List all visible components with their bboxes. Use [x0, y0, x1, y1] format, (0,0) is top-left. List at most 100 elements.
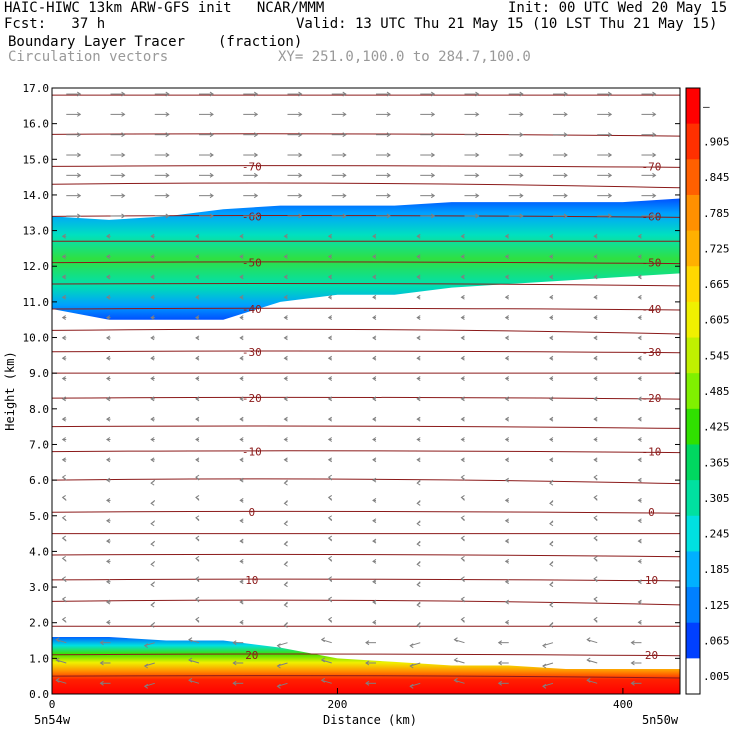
- circulation-vector-head: [504, 254, 510, 260]
- circulation-vector-head: [504, 599, 510, 605]
- circulation-vector-head: [372, 335, 377, 341]
- circulation-vector-head: [386, 111, 391, 117]
- colorbar-swatch: [686, 88, 700, 125]
- circulation-vector-head: [549, 457, 554, 463]
- circulation-vector-head: [593, 274, 598, 280]
- circulation-vector-head: [276, 683, 281, 689]
- minor-isotherm-line: [52, 553, 680, 558]
- circulation-vector-head: [298, 193, 303, 199]
- circulation-vector-head: [504, 274, 510, 280]
- circulation-vector-head: [593, 596, 598, 602]
- y-tick-label: 5.0: [29, 510, 49, 523]
- circulation-vector-head: [549, 521, 554, 527]
- colorbar-swatch: [686, 444, 700, 481]
- circulation-vector-head: [637, 355, 642, 361]
- circulation-vector-head: [283, 376, 288, 381]
- circulation-vector-head: [106, 416, 111, 422]
- circulation-vector: [454, 659, 465, 664]
- circulation-vector-head: [61, 335, 66, 341]
- circulation-vector-head: [637, 274, 642, 280]
- colorbar-label: .365: [703, 456, 730, 469]
- field-name: Boundary Layer Tracer: [8, 34, 186, 50]
- y-tick-label: 13.0: [23, 225, 50, 238]
- circulation-vector-head: [519, 193, 524, 199]
- circulation-vector-head: [372, 376, 377, 381]
- circulation-vector-head: [327, 396, 333, 402]
- circulation-vector-head: [607, 193, 613, 199]
- circulation-vector-head: [652, 213, 657, 219]
- circulation-vector-head: [519, 111, 524, 117]
- circulation-vector-head: [239, 233, 244, 239]
- circulation-vector-head: [143, 643, 149, 649]
- circulation-vector-head: [430, 213, 436, 219]
- circulation-vector-head: [453, 637, 458, 643]
- circulation-vector-head: [365, 640, 370, 646]
- circulation-vector-head: [637, 579, 642, 585]
- colorbar-swatch: [686, 337, 700, 374]
- circulation-vector-head: [372, 294, 377, 300]
- circulation-vector-head: [320, 677, 326, 683]
- circulation-vector-head: [106, 498, 111, 503]
- circulation-vector-head: [386, 91, 391, 97]
- circulation-vector-head: [106, 294, 111, 300]
- circulation-vector-head: [150, 254, 155, 260]
- circulation-vector-head: [106, 477, 111, 483]
- isotherm-label: 0: [648, 506, 655, 519]
- circulation-vector: [188, 659, 200, 664]
- circulation-vector-head: [165, 91, 170, 97]
- circulation-vector-head: [99, 640, 104, 646]
- isotherm-label: -50: [242, 257, 262, 270]
- circulation-vector-head: [106, 457, 111, 463]
- circulation-vector-head: [549, 396, 554, 402]
- circulation-vector-head: [637, 233, 642, 239]
- circulation-vector-head: [150, 233, 155, 239]
- circulation-vector-head: [453, 677, 458, 683]
- circulation-vector-head: [430, 91, 436, 97]
- circulation-vector-head: [416, 602, 421, 608]
- circulation-vector: [454, 639, 465, 644]
- circulation-vector-head: [607, 91, 613, 97]
- circulation-vector-head: [143, 683, 149, 689]
- circulation-vector-head: [327, 437, 333, 442]
- circulation-vector-head: [637, 416, 642, 422]
- circulation-vector-head: [416, 437, 421, 442]
- circulation-vector-head: [460, 474, 465, 480]
- plot-frame: [51, 87, 681, 695]
- circulation-vector-head: [416, 521, 421, 527]
- colorbar-label: .245: [703, 528, 730, 541]
- circulation-vector-head: [430, 152, 436, 158]
- circulation-vector-head: [497, 680, 503, 686]
- circulation-vector-head: [150, 457, 155, 463]
- circulation-vector-head: [372, 518, 377, 524]
- circulation-vector-head: [253, 132, 259, 138]
- circulation-vector-head: [195, 294, 200, 300]
- circulation-vector-head: [416, 355, 421, 361]
- circulation-vector-head: [416, 396, 421, 402]
- circulation-vector-head: [416, 376, 421, 381]
- circulation-vector-head: [430, 193, 436, 199]
- circulation-vector-head: [586, 677, 591, 683]
- circulation-vector-head: [327, 233, 333, 239]
- circulation-vector-head: [150, 501, 155, 506]
- cross-section-xy: XY= 251.0,100.0 to 284.7,100.0: [278, 49, 531, 65]
- colorbar-swatch: [686, 123, 700, 160]
- circulation-vector-head: [106, 437, 111, 442]
- colorbar-label: .005: [703, 670, 730, 683]
- y-tick-label: 8.0: [29, 403, 49, 416]
- colorbar-label: .785: [703, 207, 730, 220]
- isotherm-label: -20: [642, 392, 662, 405]
- circulation-vector-head: [195, 254, 200, 260]
- circulation-vector-head: [188, 657, 193, 663]
- circulation-vector-head: [475, 111, 480, 117]
- circulation-vector-head: [150, 396, 155, 402]
- isotherm-label: -30: [642, 346, 662, 359]
- circulation-vector-head: [327, 355, 333, 361]
- x-axis-left-endpoint: 5n54w: [34, 713, 71, 727]
- circulation-vector-head: [165, 111, 170, 117]
- circulation-vector-head: [106, 233, 111, 239]
- circulation-vector-head: [637, 315, 642, 320]
- circulation-vector-head: [652, 91, 657, 97]
- circulation-vector-head: [209, 91, 214, 97]
- circulation-vector-head: [460, 274, 465, 280]
- circulation-vector-head: [453, 657, 458, 663]
